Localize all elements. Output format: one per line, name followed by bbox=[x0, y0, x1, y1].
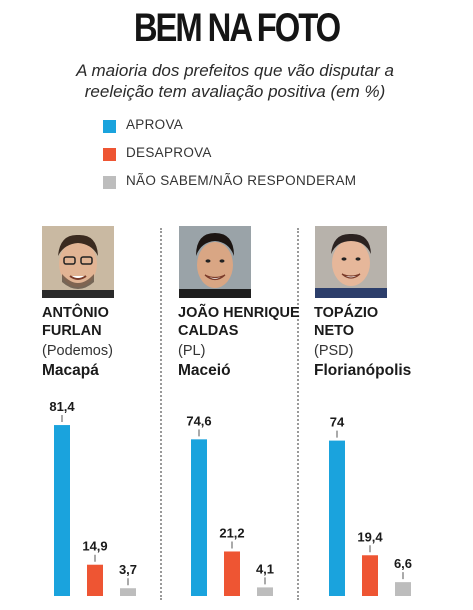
bar-value-label: 21,2 bbox=[219, 525, 244, 540]
bar-value-label: 4,1 bbox=[256, 561, 274, 576]
mayor-name-line: NETO bbox=[314, 323, 355, 339]
mayor-party: (PL) bbox=[178, 343, 206, 359]
legend-label-nao-sabem: NÃO SABEM/NÃO RESPONDERAM bbox=[126, 173, 357, 188]
column-divider bbox=[160, 228, 162, 600]
mayor-city: Maceió bbox=[178, 362, 231, 379]
mayor-party: (Podemos) bbox=[42, 343, 113, 359]
mayor-name-line: JOÃO HENRIQUE bbox=[178, 305, 300, 321]
bar-aprova bbox=[191, 439, 207, 596]
mayor-portrait-icon bbox=[315, 226, 387, 298]
mayor-city: Florianópolis bbox=[314, 362, 412, 379]
legend-label-aprova: APROVA bbox=[126, 117, 184, 132]
mayor-name: TOPÁZIO NETO bbox=[314, 304, 454, 340]
bar-value-label: 3,7 bbox=[119, 562, 137, 577]
legend-label-desaprova: DESAPROVA bbox=[126, 145, 212, 160]
mayor-name: ANTÔNIO FURLAN bbox=[42, 304, 182, 340]
mayor-party: (PSD) bbox=[314, 343, 354, 359]
legend-swatch-nao-sabem bbox=[103, 176, 116, 189]
mayor-name-line: CALDAS bbox=[178, 323, 239, 339]
legend-swatch-desaprova bbox=[103, 148, 116, 161]
bar-value-label: 81,4 bbox=[49, 399, 75, 414]
bar-value-label: 19,4 bbox=[357, 529, 383, 544]
mayor-name: JOÃO HENRIQUE CALDAS bbox=[178, 304, 318, 340]
bar-value-label: 14,9 bbox=[82, 539, 107, 554]
bar-desaprova bbox=[87, 564, 103, 596]
bar-nao-sabem bbox=[395, 582, 411, 596]
bar-value-label: 74,6 bbox=[186, 413, 211, 428]
mayor-name-line: ANTÔNIO bbox=[42, 305, 109, 321]
bar-aprova bbox=[54, 425, 70, 596]
bar-desaprova bbox=[224, 551, 240, 596]
mayor-name-line: FURLAN bbox=[42, 323, 102, 339]
mayor-portrait-icon bbox=[42, 226, 114, 298]
mayor-portrait-icon bbox=[179, 226, 251, 298]
bar-nao-sabem bbox=[120, 588, 136, 596]
mayor-name-line: TOPÁZIO bbox=[314, 305, 379, 321]
bar-aprova bbox=[329, 440, 345, 596]
chart-title: BEM NA FOTO bbox=[133, 6, 341, 50]
chart-subtitle: A maioria dos prefeitos que vão disputar… bbox=[76, 61, 394, 101]
bar-desaprova bbox=[362, 555, 378, 596]
mayor-city: Macapá bbox=[42, 362, 99, 379]
legend-swatch-aprova bbox=[103, 120, 116, 133]
bar-value-label: 74 bbox=[330, 415, 345, 430]
bar-nao-sabem bbox=[257, 587, 273, 596]
bar-value-label: 6,6 bbox=[394, 556, 412, 571]
column-divider bbox=[297, 228, 299, 600]
